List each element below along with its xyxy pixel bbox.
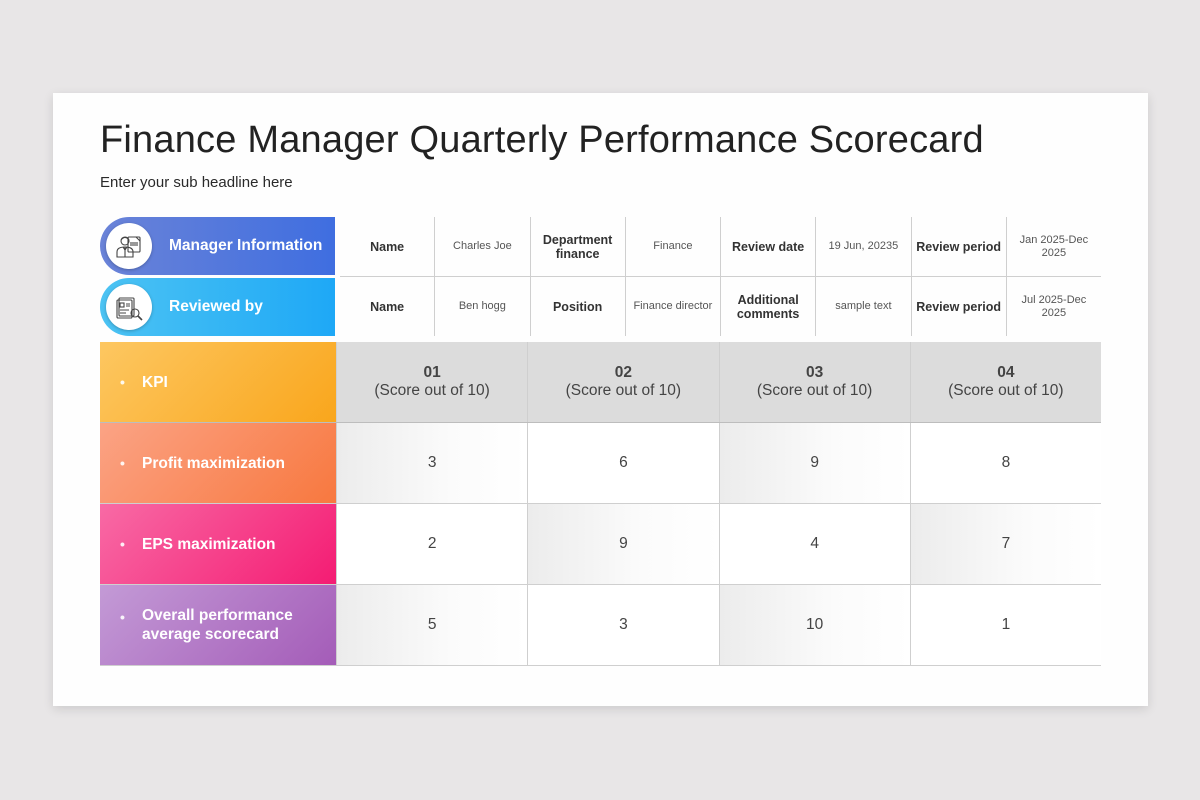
score-cell: 2: [336, 504, 528, 584]
column-header: 04 (Score out of 10): [909, 342, 1101, 422]
kpi-label: • Profit maximization: [100, 423, 336, 503]
score-cell: 10: [718, 585, 910, 665]
kpi-header: • KPI: [100, 342, 336, 422]
column-number: 04: [997, 364, 1015, 381]
table-row: • EPS maximization 2 9 4 7: [100, 504, 1101, 585]
score-table: • KPI 01 (Score out of 10) 02 (Score out o…: [100, 342, 1101, 666]
field-value: Finance director: [626, 277, 721, 336]
score-cell: 8: [909, 423, 1101, 503]
field-value: 19 Jun, 20235: [816, 217, 912, 276]
score-cell: 7: [909, 504, 1101, 584]
table-row: • Profit maximization 3 6 9 8: [100, 423, 1101, 504]
field-key: Review period: [912, 277, 1007, 336]
manager-information-text: Manager Information: [169, 237, 323, 254]
column-subtitle: (Score out of 10): [948, 382, 1064, 399]
manager-document-icon: [106, 223, 152, 269]
score-cell: 9: [718, 423, 910, 503]
score-cell: 4: [718, 504, 910, 584]
kpi-label-text: Overall performance average scorecard: [142, 607, 293, 643]
field-value: sample text: [816, 277, 912, 336]
score-cell: 3: [336, 423, 528, 503]
bullet: •: [120, 373, 125, 390]
kpi-label: • Overall performance average scorecard: [100, 585, 336, 665]
column-number: 01: [423, 364, 441, 381]
manager-information-label: Manager Information: [100, 217, 335, 275]
field-key: Name: [340, 217, 436, 276]
manager-info-row: Name Charles Joe Department finance Fina…: [340, 217, 1101, 277]
kpi-header-label: KPI: [142, 373, 168, 391]
field-key: Name: [340, 277, 436, 336]
reviewed-by-label: Reviewed by: [100, 278, 335, 336]
field-value: Jan 2025-Dec 2025: [1019, 233, 1089, 259]
score-cell: 3: [527, 585, 719, 665]
page-subtitle: Enter your sub headline here: [100, 174, 293, 191]
column-subtitle: (Score out of 10): [374, 382, 490, 399]
field-key: Department finance: [531, 217, 626, 276]
field-value: Finance: [626, 217, 721, 276]
table-header-row: • KPI 01 (Score out of 10) 02 (Score out o…: [100, 342, 1101, 423]
field-key: Additional comments: [721, 277, 817, 336]
reviewer-info-row: Name Ben hogg Position Finance director …: [340, 277, 1101, 336]
column-number: 02: [614, 364, 632, 381]
slide: Finance Manager Quarterly Performance Sc…: [53, 93, 1148, 706]
bullet: •: [120, 609, 125, 625]
field-value: Jul 2025-Dec 2025: [1021, 293, 1087, 319]
score-cell: 9: [527, 504, 719, 584]
column-number: 03: [805, 364, 824, 381]
field-key: Position: [531, 277, 626, 336]
field-value: Charles Joe: [435, 217, 531, 276]
bullet: •: [120, 535, 125, 552]
field-key: Review date: [721, 217, 817, 276]
table-row: • Overall performance average scorecard …: [100, 585, 1101, 666]
column-header: 02 (Score out of 10): [527, 342, 719, 422]
field-key: Review period: [912, 217, 1007, 276]
column-subtitle: (Score out of 10): [565, 382, 682, 399]
reviewed-by-text: Reviewed by: [169, 298, 263, 315]
kpi-label-text: Profit maximization: [142, 454, 285, 472]
score-cell: 1: [909, 585, 1101, 665]
bullet: •: [120, 454, 125, 471]
report-magnifier-icon: [106, 284, 152, 330]
info-grid: Name Charles Joe Department finance Fina…: [340, 217, 1101, 336]
score-cell: 6: [527, 423, 719, 503]
column-subtitle: (Score out of 10): [756, 382, 873, 399]
kpi-label-text: EPS maximization: [142, 535, 276, 553]
score-cell: 5: [336, 585, 528, 665]
kpi-label: • EPS maximization: [100, 504, 336, 584]
page-title: Finance Manager Quarterly Performance Sc…: [100, 119, 984, 161]
column-header: 03 (Score out of 10): [718, 342, 910, 422]
field-value: Ben hogg: [435, 277, 531, 336]
column-header: 01 (Score out of 10): [336, 342, 528, 422]
